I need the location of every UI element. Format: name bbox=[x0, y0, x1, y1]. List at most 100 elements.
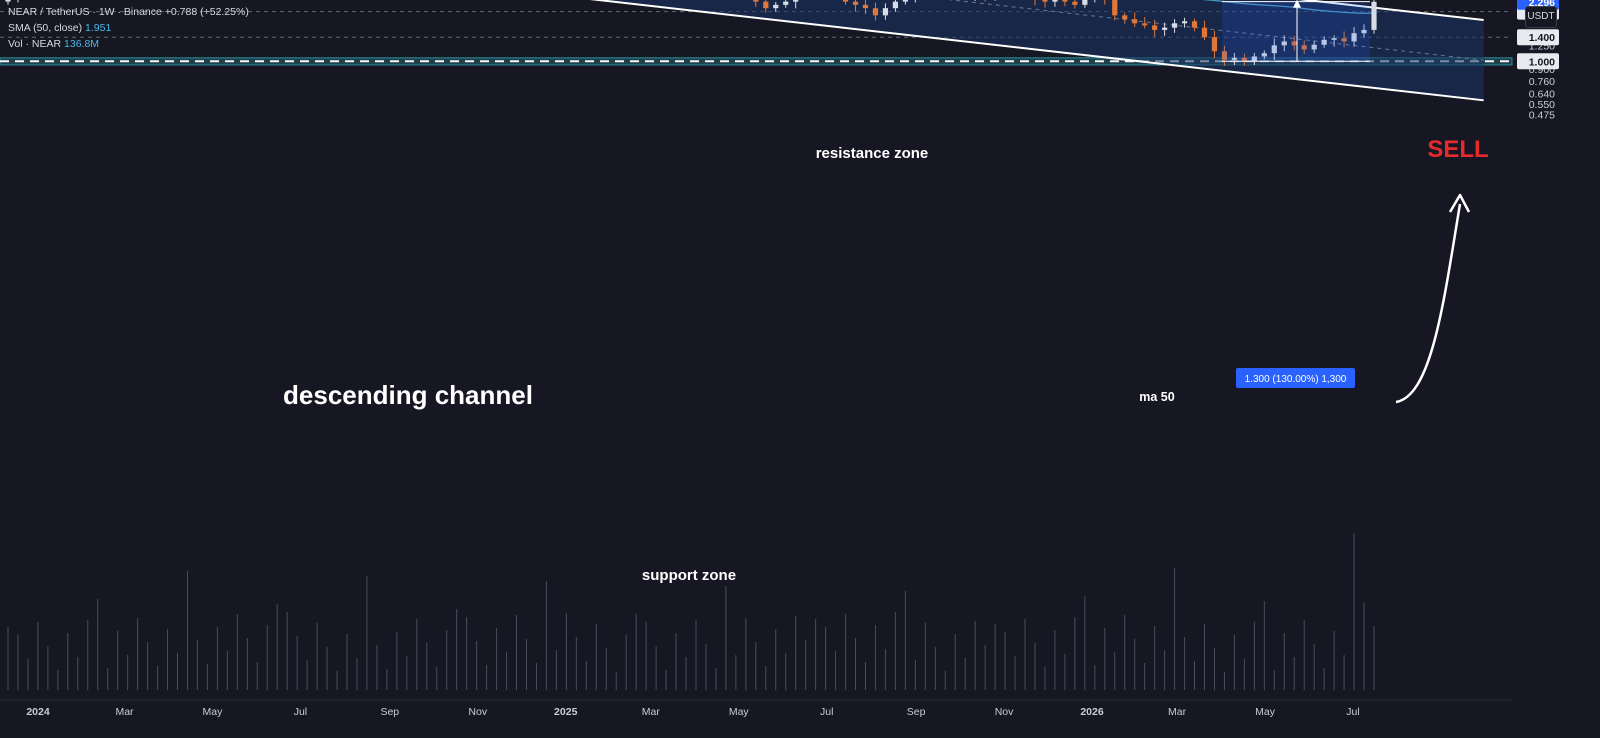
sma-label: SMA (50, close) bbox=[8, 22, 83, 34]
candle-body bbox=[1291, 41, 1297, 46]
upward-arrow-head bbox=[1448, 193, 1471, 213]
candle[interactable] bbox=[1122, 12, 1128, 24]
price-tick-label: 0.550 bbox=[1529, 99, 1555, 111]
sma-legend[interactable]: SMA (50, close) 1.951 bbox=[8, 22, 111, 34]
candle-body bbox=[1082, 0, 1088, 5]
candle[interactable] bbox=[1301, 40, 1307, 54]
candle-body bbox=[1271, 45, 1277, 54]
candle-body bbox=[1301, 45, 1307, 50]
candle[interactable] bbox=[1271, 38, 1277, 60]
candle-body bbox=[1122, 15, 1128, 20]
candle[interactable] bbox=[1341, 31, 1347, 48]
candle-body bbox=[1042, 0, 1048, 2]
candle[interactable] bbox=[892, 0, 899, 12]
candle[interactable] bbox=[1281, 35, 1287, 52]
candle[interactable] bbox=[872, 2, 879, 21]
candle[interactable] bbox=[763, 0, 769, 13]
candle[interactable] bbox=[1361, 24, 1367, 38]
candle-body bbox=[763, 1, 769, 9]
candle-body bbox=[1311, 44, 1317, 50]
price-tick-label: 0.475 bbox=[1529, 110, 1555, 122]
candles bbox=[5, 0, 1377, 66]
candle[interactable] bbox=[1331, 35, 1337, 47]
descending-channel-label: descending channel bbox=[283, 380, 533, 410]
price-tick-label: 0.760 bbox=[1529, 76, 1555, 88]
candle-body bbox=[1142, 23, 1148, 26]
volume-label: Vol · NEAR bbox=[8, 38, 62, 50]
candle[interactable] bbox=[852, 0, 859, 12]
channel-lower-line[interactable] bbox=[18, 0, 1484, 102]
candle[interactable] bbox=[1221, 45, 1228, 66]
time-tick-label: May bbox=[729, 706, 750, 718]
last-price-label: 2.296 bbox=[1529, 0, 1555, 9]
candle-body bbox=[1052, 0, 1058, 2]
candle[interactable] bbox=[1251, 52, 1257, 65]
candle[interactable] bbox=[1171, 19, 1178, 33]
candle[interactable] bbox=[1032, 0, 1037, 6]
candle[interactable] bbox=[1132, 12, 1138, 27]
candle[interactable] bbox=[1181, 17, 1188, 28]
candle[interactable] bbox=[1211, 31, 1218, 59]
measure-badge[interactable] bbox=[1236, 368, 1355, 388]
time-tick-label: May bbox=[1255, 706, 1276, 718]
candle[interactable] bbox=[793, 0, 799, 9]
candle-body bbox=[872, 8, 879, 16]
time-tick-label: Mar bbox=[642, 706, 661, 718]
volume-legend[interactable]: Vol · NEAR 136.8M bbox=[8, 38, 99, 50]
axis-background bbox=[1516, 0, 1600, 700]
candle-body bbox=[882, 8, 889, 16]
candle[interactable] bbox=[882, 3, 889, 20]
price-level-label: 1.400 bbox=[1529, 32, 1555, 44]
candle[interactable] bbox=[783, 0, 789, 8]
candle[interactable] bbox=[773, 2, 779, 12]
candle[interactable] bbox=[1371, 0, 1377, 34]
candle[interactable] bbox=[862, 0, 869, 15]
candle[interactable] bbox=[1241, 53, 1247, 66]
candle[interactable] bbox=[1311, 40, 1317, 54]
candle[interactable] bbox=[1351, 27, 1357, 47]
candle[interactable] bbox=[1082, 0, 1088, 8]
candle[interactable] bbox=[15, 0, 20, 3]
candle[interactable] bbox=[753, 0, 759, 7]
symbol-line: NEAR / TetherUS · 1W · Binance bbox=[8, 6, 162, 18]
candle[interactable] bbox=[1072, 0, 1078, 9]
candle-body bbox=[1261, 53, 1267, 57]
candle[interactable] bbox=[1291, 35, 1297, 51]
candle[interactable] bbox=[1142, 17, 1148, 29]
candle[interactable] bbox=[1261, 50, 1267, 60]
price-change: +0.788 (+52.25%) bbox=[164, 6, 249, 18]
candle[interactable] bbox=[842, 0, 849, 5]
candle[interactable] bbox=[1062, 0, 1068, 7]
sell-label: SELL bbox=[1427, 136, 1488, 163]
candle[interactable] bbox=[1321, 36, 1327, 48]
candle-body bbox=[793, 0, 799, 2]
time-axis: 2024 Mar May Jul Sep Nov 2025 Mar May Jul Sep Nov 20… bbox=[0, 699, 1512, 718]
time-tick-label: May bbox=[203, 706, 224, 718]
measure-area bbox=[1222, 1, 1370, 62]
candle[interactable] bbox=[1231, 52, 1238, 66]
symbol-header: NEAR / TetherUS · 1W · Binance +0.788 (+… bbox=[8, 6, 249, 18]
candle[interactable] bbox=[1191, 18, 1198, 32]
measure-arrow-head bbox=[1293, 0, 1301, 8]
candle[interactable] bbox=[1162, 22, 1168, 36]
price-level-label: 1.000 bbox=[1529, 56, 1555, 68]
candle[interactable] bbox=[1042, 0, 1048, 8]
candle-body bbox=[753, 0, 759, 2]
candle-body bbox=[1072, 1, 1078, 5]
annotations: resistance zone support zone descending ch… bbox=[283, 136, 1489, 584]
time-tick-label: Mar bbox=[1168, 706, 1187, 718]
candle[interactable] bbox=[1152, 19, 1158, 37]
descending-channel bbox=[18, 0, 1484, 102]
price-level-tag bbox=[1517, 53, 1559, 70]
candle[interactable] bbox=[902, 0, 908, 5]
candle[interactable] bbox=[5, 0, 11, 5]
candle-body bbox=[852, 1, 859, 5]
candle-body bbox=[1241, 57, 1247, 62]
candle[interactable] bbox=[1112, 0, 1118, 21]
candle[interactable] bbox=[1201, 20, 1208, 41]
currency-button[interactable]: USDT bbox=[1525, 6, 1557, 28]
candle-body bbox=[1231, 57, 1238, 60]
time-tick-label: 2024 bbox=[26, 706, 50, 718]
candle[interactable] bbox=[1052, 0, 1058, 7]
